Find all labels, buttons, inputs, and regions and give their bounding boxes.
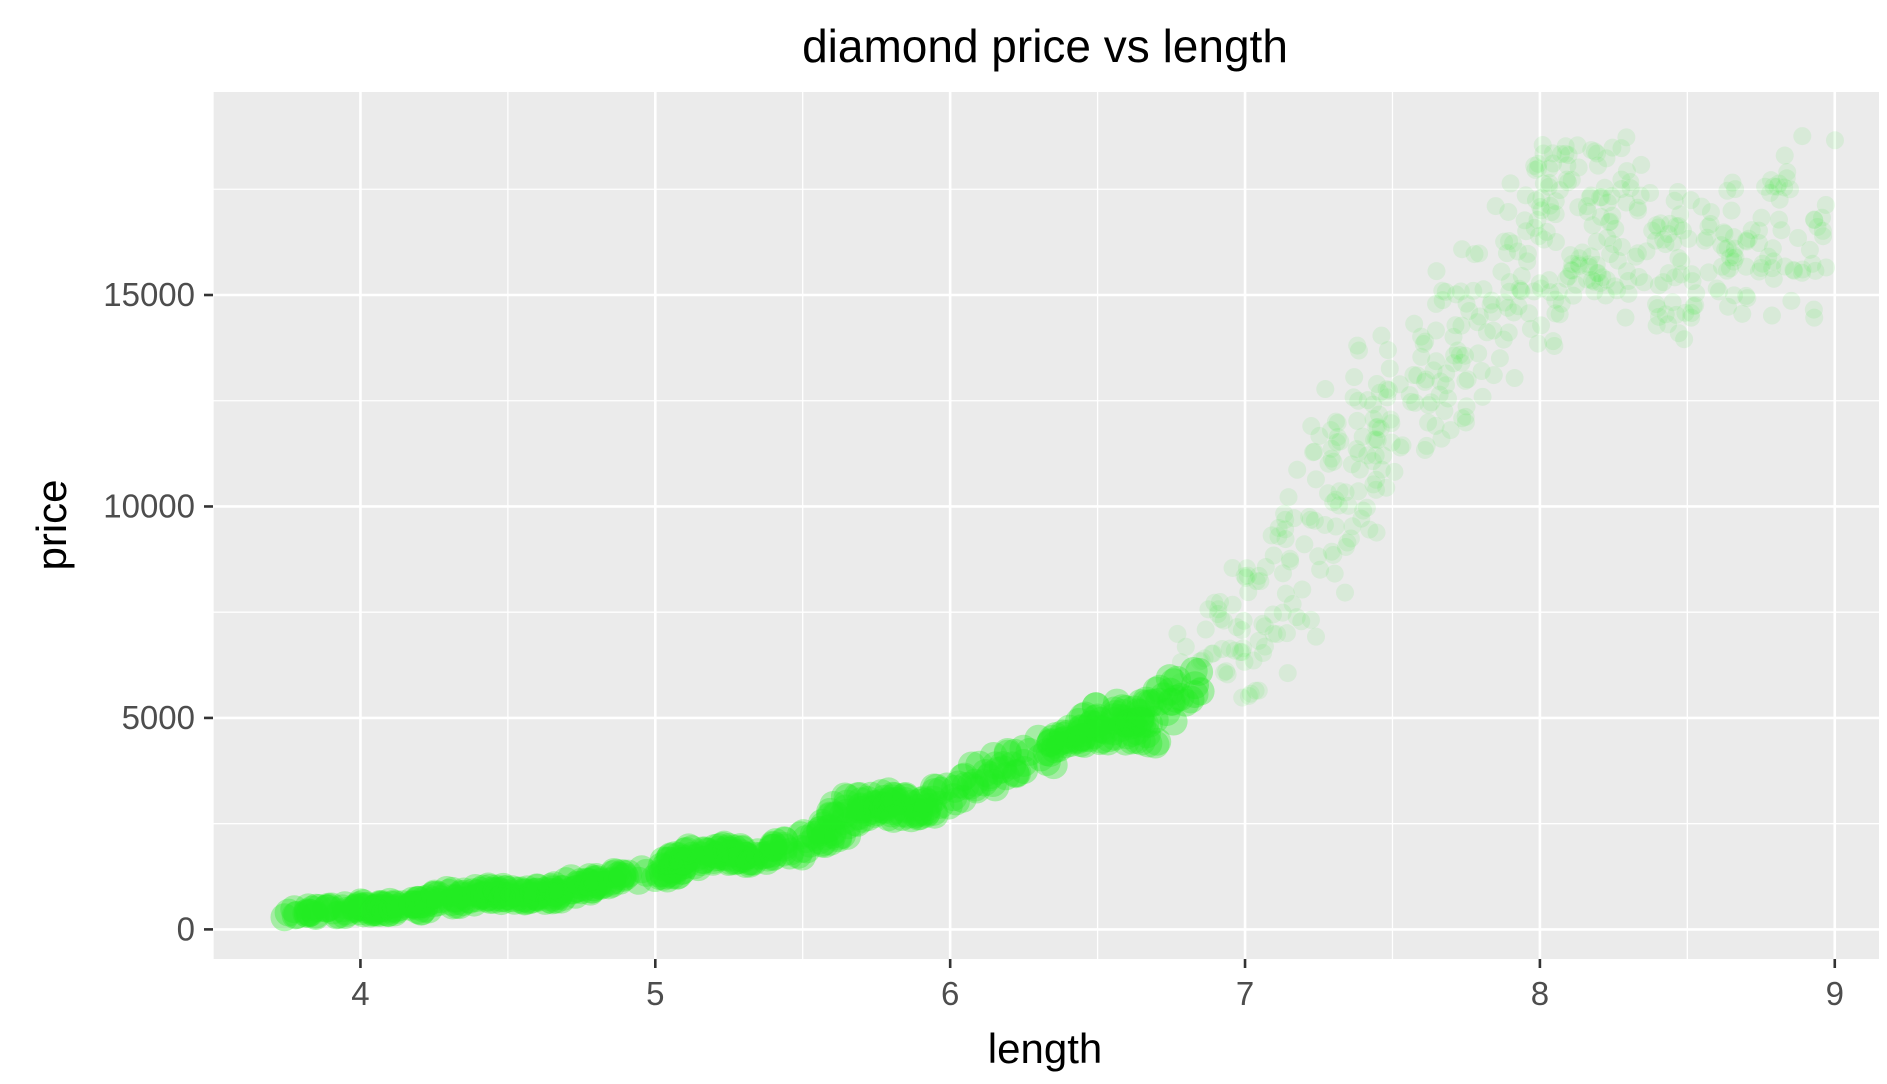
minor-gridlines [212, 92, 1879, 959]
data-point [948, 750, 1010, 804]
data-point [1111, 705, 1172, 759]
data-point [1635, 205, 1740, 349]
data-point [597, 857, 653, 898]
data-point [845, 777, 907, 825]
data-point [493, 877, 553, 915]
data-point [687, 830, 743, 877]
data-point [419, 879, 479, 920]
x-tick-label: 6 [941, 975, 959, 1012]
data-point [1168, 624, 1268, 708]
data-point [816, 790, 877, 837]
data-point [378, 886, 436, 926]
data-point [1577, 178, 1679, 327]
data-point [669, 833, 730, 876]
chart-title: diamond price vs length [802, 20, 1288, 72]
major-gridlines [213, 92, 1879, 959]
data-point [758, 826, 817, 871]
data-point [1457, 211, 1564, 355]
data-point [1099, 695, 1156, 751]
data-point [727, 830, 788, 876]
data-point [655, 841, 716, 882]
data-point [1344, 332, 1445, 465]
data-point [1009, 724, 1070, 780]
plot-panel [213, 92, 1879, 959]
data-point [1223, 558, 1325, 646]
y-tick-label: 0 [177, 910, 195, 947]
data-point [432, 875, 495, 917]
data-point [522, 873, 577, 914]
data-points [270, 127, 1844, 932]
data-point [535, 870, 598, 911]
data-point [1605, 170, 1711, 322]
data-point [333, 891, 390, 928]
data-point [862, 781, 920, 832]
data-point [700, 832, 760, 876]
data-point [1316, 368, 1404, 481]
data-point [1081, 688, 1141, 743]
y-tick-label: 10000 [103, 487, 195, 524]
data-point [1125, 674, 1188, 736]
data-point [1486, 173, 1588, 324]
data-point [1737, 127, 1844, 288]
data-point [395, 884, 448, 924]
data-point [1055, 701, 1113, 758]
x-axis-ticks: 4 5 6 7 8 9 [351, 959, 1844, 1012]
data-point [508, 875, 567, 916]
data-point [301, 891, 360, 930]
data-point [830, 782, 891, 832]
x-tick-label: 8 [1531, 975, 1549, 1012]
data-point [877, 786, 936, 833]
data-point [1516, 141, 1623, 275]
data-point [1195, 592, 1297, 683]
x-tick-label: 9 [1826, 975, 1844, 1012]
data-point [805, 808, 863, 855]
data-point [1038, 714, 1099, 762]
data-point [1511, 154, 1604, 313]
data-point [786, 818, 847, 864]
data-point [1663, 182, 1771, 343]
data-point [1699, 173, 1794, 316]
x-tick-label: 7 [1236, 975, 1254, 1012]
x-tick-label: 4 [351, 975, 369, 1012]
data-point [455, 873, 509, 914]
data-point [1405, 280, 1503, 412]
data-point [627, 851, 687, 893]
data-point [270, 893, 330, 932]
y-axis-ticks: 0 5000 10000 15000 [103, 276, 213, 947]
data-point [1302, 411, 1396, 517]
data-point [979, 737, 1039, 791]
data-point [1279, 442, 1386, 556]
data-point [919, 770, 980, 820]
y-axis-label: price [28, 479, 75, 570]
data-point [1533, 128, 1636, 291]
data-point [1251, 504, 1357, 602]
y-tick-label: 15000 [103, 276, 195, 313]
data-point [344, 888, 407, 928]
data-point [1724, 169, 1827, 327]
data-point [1426, 240, 1524, 388]
data-point [469, 872, 523, 912]
x-axis-label: length [988, 1025, 1102, 1072]
data-point [476, 875, 538, 916]
data-point [1368, 326, 1476, 448]
data-point [1546, 149, 1651, 305]
data-point [359, 887, 417, 927]
data-point [1068, 703, 1128, 756]
x-tick-label: 5 [646, 975, 664, 1012]
data-point [649, 846, 701, 890]
data-point [1155, 656, 1215, 717]
data-point [552, 864, 609, 906]
y-tick-label: 5000 [122, 699, 195, 736]
data-point [572, 863, 626, 900]
data-point [892, 783, 949, 831]
data-point [714, 834, 770, 878]
